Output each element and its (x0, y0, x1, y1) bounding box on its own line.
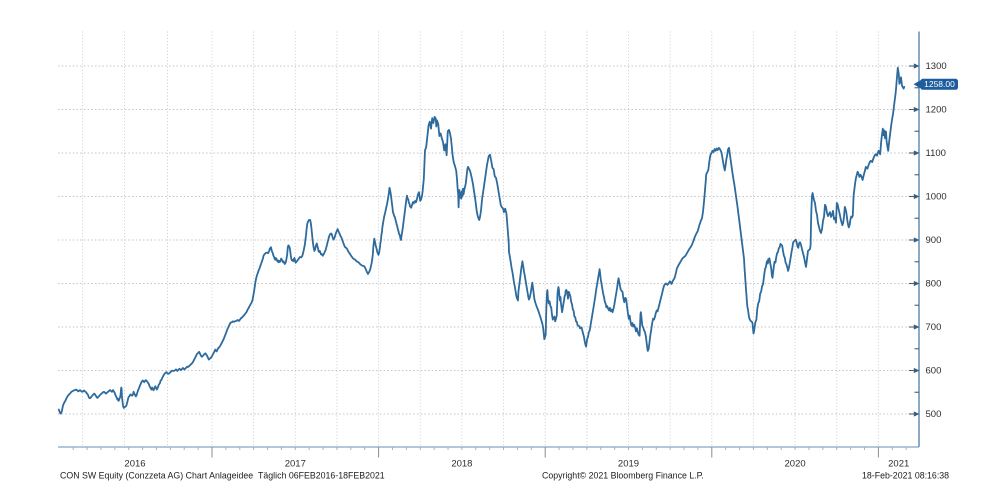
svg-text:2019: 2019 (618, 459, 639, 470)
svg-text:2018: 2018 (451, 459, 472, 470)
svg-text:900: 900 (926, 235, 942, 246)
svg-text:2020: 2020 (785, 459, 806, 470)
svg-text:700: 700 (926, 322, 942, 333)
svg-text:18-Feb-2021 08:16:38: 18-Feb-2021 08:16:38 (862, 471, 949, 481)
svg-text:CON SW Equity (Conzzeta AG) Ch: CON SW Equity (Conzzeta AG) Chart Anlage… (60, 471, 385, 481)
svg-text:1258.00: 1258.00 (924, 79, 955, 89)
svg-text:800: 800 (926, 279, 942, 290)
svg-text:1200: 1200 (926, 105, 947, 116)
svg-text:1300: 1300 (926, 61, 947, 72)
svg-text:1100: 1100 (926, 148, 946, 159)
svg-text:2017: 2017 (285, 459, 306, 470)
svg-text:2016: 2016 (124, 459, 145, 470)
svg-text:1000: 1000 (926, 192, 947, 203)
svg-text:500: 500 (926, 409, 942, 420)
svg-text:Copyright© 2021 Bloomberg Fina: Copyright© 2021 Bloomberg Finance L.P. (542, 471, 704, 481)
svg-text:600: 600 (926, 366, 942, 377)
svg-text:2021: 2021 (888, 459, 909, 470)
